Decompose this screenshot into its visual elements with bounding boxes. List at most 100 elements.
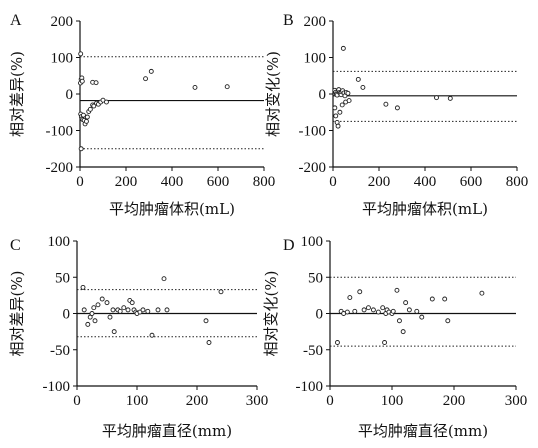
data-point xyxy=(89,311,95,316)
data-point xyxy=(390,308,396,314)
data-point xyxy=(117,308,123,314)
y-tick-label: 200 xyxy=(304,14,327,30)
x-tick-label: 800 xyxy=(506,174,529,190)
x-tick-label: 200 xyxy=(186,393,209,409)
data-point xyxy=(155,307,161,313)
data-point xyxy=(85,321,91,327)
x-axis-title: 平均肿瘤体积(mL) xyxy=(362,200,488,218)
y-tick-label: 0 xyxy=(63,307,71,323)
data-point xyxy=(375,309,381,315)
panel-d: D -100 -50 0 50 100 0 100 200 300 相对变化(%) 平均肿瘤直径(mm… xyxy=(262,234,527,440)
data-point xyxy=(429,296,435,302)
data-point xyxy=(380,305,386,311)
data-point xyxy=(110,307,116,313)
x-tick-label: 600 xyxy=(460,174,483,190)
data-point xyxy=(121,305,127,311)
data-point xyxy=(344,309,350,315)
x-tick-label: 200 xyxy=(115,174,138,190)
data-point xyxy=(107,314,113,320)
x-axis-title: 平均肿瘤直径(mm) xyxy=(102,422,232,440)
x-axis-title: 平均肿瘤体积(mL) xyxy=(109,200,235,218)
data-point xyxy=(347,295,353,300)
data-point xyxy=(339,102,345,108)
y-tick-label: -200 xyxy=(46,160,74,176)
data-point xyxy=(394,287,400,293)
data-point xyxy=(95,302,101,308)
data-point xyxy=(345,90,351,96)
y-tick-label: 50 xyxy=(55,270,70,286)
y-tick-label: 200 xyxy=(51,14,74,30)
data-point xyxy=(479,290,485,296)
data-point xyxy=(83,118,89,124)
data-point xyxy=(125,307,131,313)
data-point xyxy=(382,340,388,345)
panel-b: B -200 -100 0 100 200 0 200 400 600 800 相对变化(%) 平均肿瘤… xyxy=(264,12,528,218)
data-point xyxy=(81,307,87,313)
x-tick-label: 200 xyxy=(368,174,391,190)
data-point xyxy=(218,289,224,295)
x-tick-label: 300 xyxy=(505,393,528,409)
data-point xyxy=(355,76,361,82)
x-tick-label: 400 xyxy=(414,174,437,190)
y-tick-label: 100 xyxy=(51,51,74,67)
x-tick-label: 300 xyxy=(246,393,269,409)
x-tick-label: 200 xyxy=(443,393,466,409)
data-point xyxy=(396,318,402,324)
data-point xyxy=(340,45,346,51)
data-point xyxy=(143,76,149,82)
x-tick-label: 0 xyxy=(76,174,84,190)
y-axis-title: 相对变化(%) xyxy=(262,271,280,357)
data-point xyxy=(224,84,230,90)
panel-letter: D xyxy=(283,237,295,254)
data-point xyxy=(346,98,352,104)
y-tick-label: -50 xyxy=(50,343,70,359)
data-point xyxy=(93,80,99,86)
y-tick-label: 0 xyxy=(319,87,327,103)
panel-c: C -100 -50 0 50 100 0 100 200 300 相对差异(%) 平均肿瘤直径(mm… xyxy=(8,234,268,440)
data-point xyxy=(79,78,85,84)
panel-letter: B xyxy=(283,12,294,29)
data-point xyxy=(80,284,86,290)
x-tick-label: 800 xyxy=(253,174,276,190)
data-point xyxy=(78,51,84,57)
data-point xyxy=(370,307,376,313)
y-tick-label: -50 xyxy=(303,343,323,359)
y-tick-label: -100 xyxy=(46,124,74,140)
y-axis-title: 相对变化(%) xyxy=(264,51,282,137)
y-tick-label: 100 xyxy=(48,234,71,250)
y-axis-title: 相对差异(%) xyxy=(8,51,26,137)
y-tick-label: -200 xyxy=(299,160,327,176)
data-point xyxy=(352,308,358,314)
data-point xyxy=(447,95,453,101)
data-point xyxy=(87,106,93,112)
data-point xyxy=(337,109,343,115)
y-tick-label: -100 xyxy=(43,379,71,395)
y-tick-label: -100 xyxy=(296,379,324,395)
x-tick-label: 600 xyxy=(207,174,230,190)
x-tick-label: 100 xyxy=(381,393,404,409)
data-point xyxy=(334,340,340,345)
x-tick-label: 100 xyxy=(126,393,149,409)
panel-letter: C xyxy=(10,237,21,254)
data-point xyxy=(78,146,84,152)
data-point xyxy=(161,276,167,282)
data-point xyxy=(149,332,155,338)
data-point xyxy=(419,314,425,320)
data-point xyxy=(360,84,366,90)
data-point xyxy=(91,103,97,109)
x-tick-label: 0 xyxy=(329,174,337,190)
y-tick-label: 0 xyxy=(66,87,74,103)
data-point xyxy=(442,296,448,302)
data-point xyxy=(361,307,367,313)
y-tick-label: 0 xyxy=(316,307,324,323)
data-point xyxy=(103,99,109,105)
data-point xyxy=(192,84,198,90)
y-tick-label: 50 xyxy=(308,270,323,286)
data-point xyxy=(148,68,154,74)
data-point xyxy=(335,123,341,129)
data-point xyxy=(400,329,406,335)
data-point xyxy=(406,307,412,313)
data-point xyxy=(91,305,97,311)
data-point xyxy=(332,105,338,111)
